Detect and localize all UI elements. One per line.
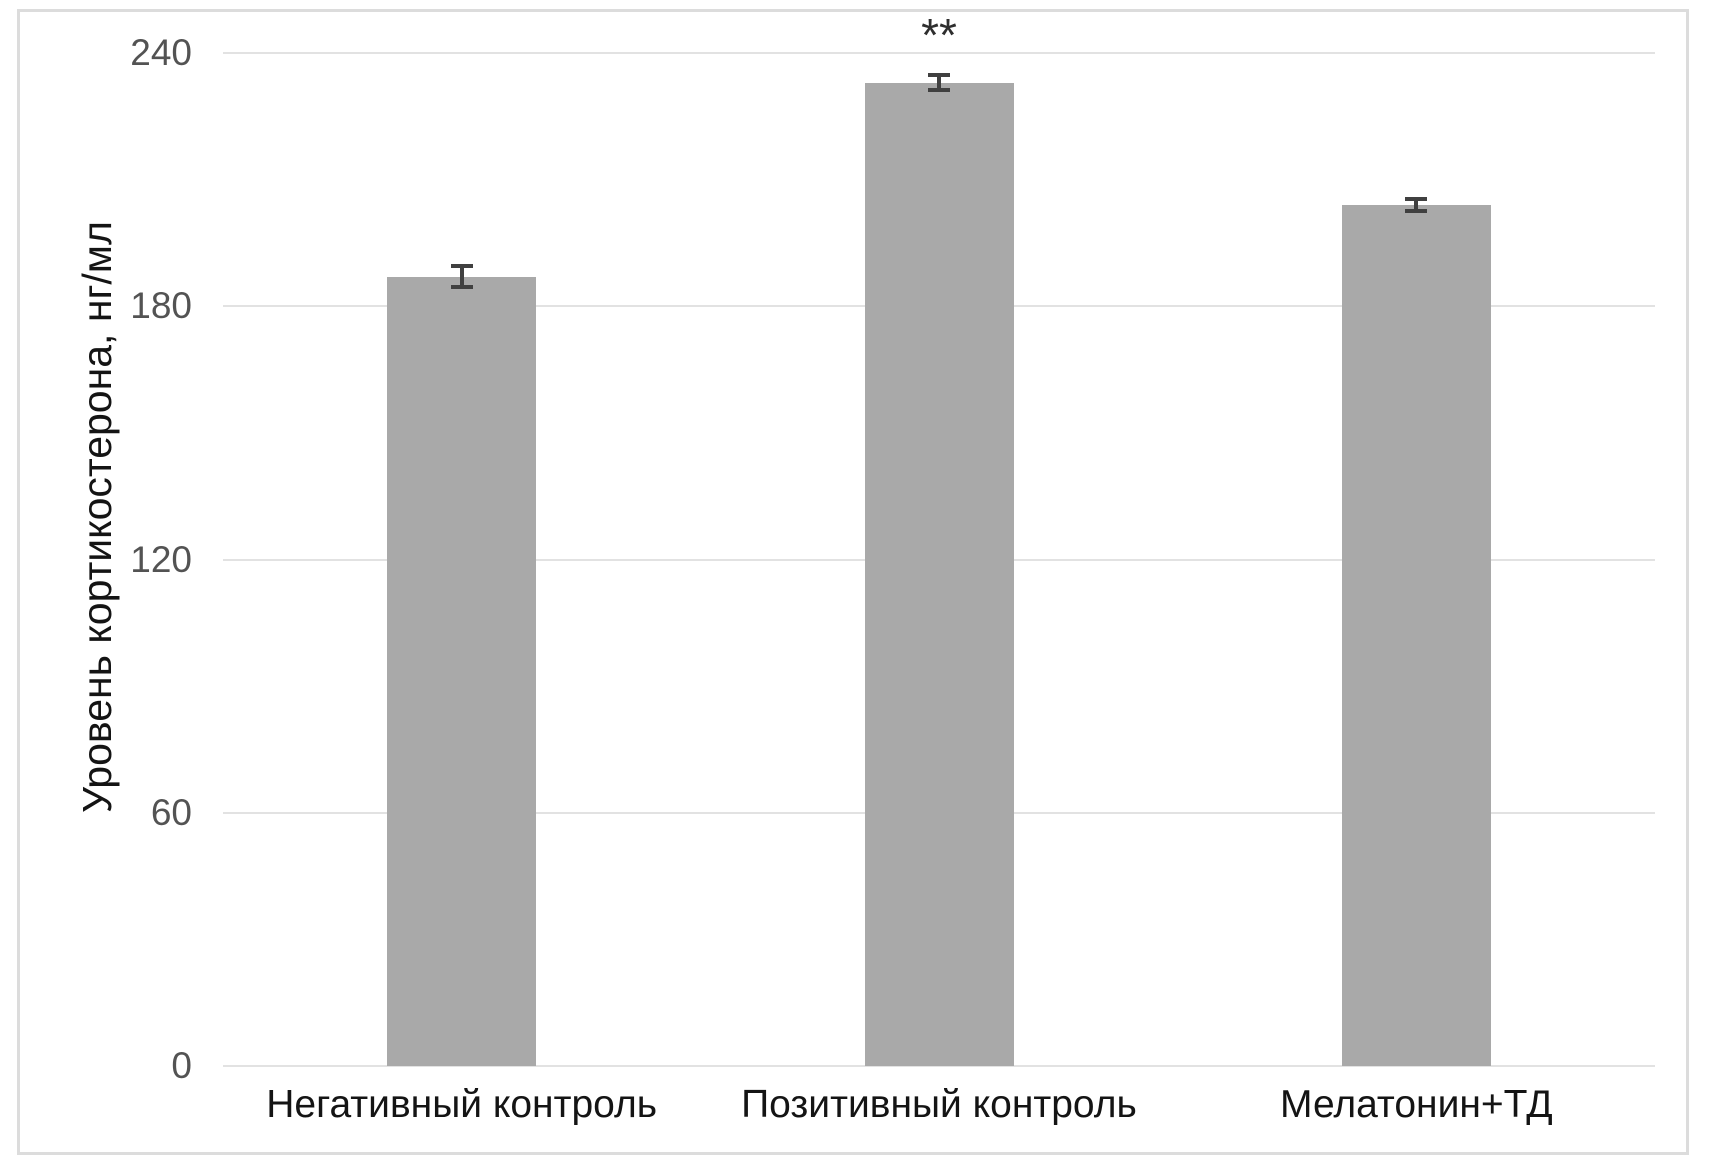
y-axis-title: Уровень кортикостерона, нг/мл [74,221,120,813]
xtick-label-мелатонин+тд: Мелатонин+ТД [1280,1083,1553,1126]
error-bar-cap-bottom [1405,208,1428,213]
bar-негативный-контроль [387,276,537,1066]
error-bar-мелатонин+тд [1405,197,1428,213]
error-bar-stem [937,72,941,93]
xtick-label-негативный-контроль: Негативный контроль [266,1083,658,1126]
error-bar-stem [1414,197,1419,213]
ytick-label-240: 240 [130,32,192,73]
bar-позитивный-контроль [864,82,1014,1066]
significance-annotation-позитивный-контроль: ** [921,9,957,61]
ytick-label-180: 180 [130,285,192,327]
xtick-label-позитивный-контроль: Позитивный контроль [741,1083,1137,1126]
error-bar-негативный-контроль [450,264,473,290]
error-bar-stem [459,264,464,290]
plot-area [223,52,1655,1067]
error-bar-cap-bottom [928,88,950,93]
ytick-label-60: 60 [150,791,192,833]
bar-мелатонин+тд [1341,204,1491,1066]
ytick-label-0: 0 [171,1045,192,1086]
ytick-label-120: 120 [130,538,192,580]
gridline-240 [223,52,1655,54]
x-axis-line [223,1065,1655,1067]
error-bar-позитивный-контроль [928,72,950,93]
error-bar-cap-bottom [450,285,473,290]
